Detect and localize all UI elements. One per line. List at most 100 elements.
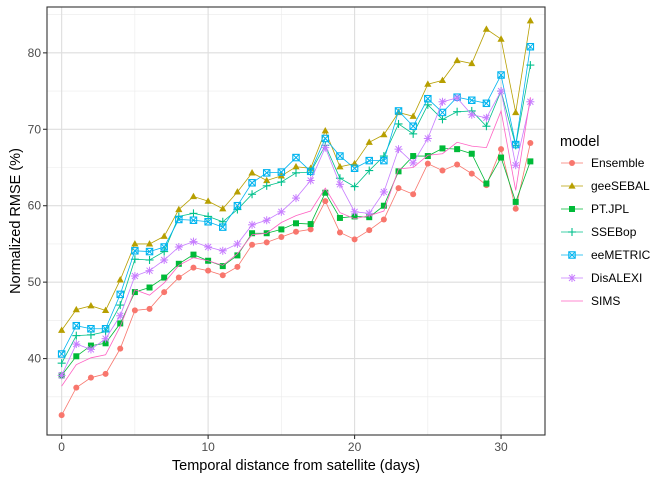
- data-point-disalexi: [174, 242, 183, 251]
- data-point-ensemble: [498, 146, 505, 153]
- data-point-disalexi: [453, 93, 462, 102]
- y-tick-label: 50: [28, 275, 42, 289]
- legend-key-marker: [569, 206, 575, 212]
- legend: model Ensemble geeSEBAL PT.JPL SSEBop eeMETR…: [560, 134, 651, 308]
- data-point-pt-jpl: [322, 189, 329, 196]
- data-point-ensemble: [234, 263, 241, 270]
- data-point-disalexi: [497, 87, 506, 96]
- data-point-ensemble: [146, 305, 153, 312]
- data-point-ssebop: [453, 107, 462, 116]
- data-point-geesebal: [292, 162, 300, 170]
- data-point-disalexi: [72, 340, 81, 349]
- data-point-eemetric: [277, 168, 286, 176]
- data-point-eemetric: [116, 290, 124, 299]
- series-line-pt-jpl: [61, 147, 531, 376]
- data-point-disalexi: [160, 255, 169, 264]
- data-point-ensemble: [439, 167, 446, 174]
- data-point-disalexi: [262, 216, 271, 225]
- data-point-ssebop: [350, 182, 359, 191]
- data-point-ensemble: [424, 160, 431, 167]
- data-point-ssebop: [379, 152, 388, 161]
- data-point-pt-jpl: [439, 145, 446, 152]
- data-point-pt-jpl: [293, 220, 299, 227]
- legend-label: SIMS: [591, 294, 620, 308]
- data-point-disalexi: [233, 239, 242, 248]
- data-point-geesebal: [189, 192, 198, 200]
- data-point-ensemble: [73, 384, 80, 391]
- data-point-geesebal: [526, 16, 534, 24]
- data-point-pt-jpl: [468, 150, 475, 157]
- data-point-disalexi: [511, 161, 520, 170]
- data-point-geesebal: [131, 240, 139, 247]
- data-point-eemetric: [468, 96, 476, 104]
- data-point-eemetric: [160, 243, 168, 251]
- data-point-pt-jpl: [102, 340, 109, 347]
- data-point-disalexi: [189, 237, 198, 246]
- data-point-pt-jpl: [410, 153, 417, 160]
- data-point-eemetric: [204, 218, 212, 226]
- data-point-ssebop: [160, 247, 169, 256]
- data-point-eemetric: [233, 201, 242, 210]
- data-point-eemetric: [145, 247, 154, 256]
- x-tick-label: 0: [58, 440, 65, 454]
- data-point-eemetric: [497, 71, 505, 79]
- data-point-disalexi: [409, 158, 418, 167]
- data-point-eemetric: [262, 169, 271, 177]
- data-point-geesebal: [72, 305, 80, 313]
- data-point-eemetric: [365, 156, 373, 165]
- data-point-ensemble: [249, 241, 256, 248]
- data-point-ensemble: [527, 140, 534, 147]
- legend-item-ssebop: SSEBop: [561, 225, 637, 239]
- data-point-pt-jpl: [351, 213, 358, 220]
- data-point-pt-jpl: [146, 284, 153, 291]
- data-point-pt-jpl: [307, 221, 314, 228]
- data-point-eemetric: [350, 164, 359, 173]
- data-point-ensemble: [87, 374, 94, 381]
- data-point-ssebop: [292, 168, 300, 177]
- data-point-eemetric: [292, 153, 300, 162]
- data-point-ensemble: [117, 345, 124, 352]
- data-point-eemetric: [438, 108, 447, 117]
- legend-key-marker: [568, 228, 576, 236]
- y-tick-label: 60: [28, 199, 42, 213]
- data-point-ensemble: [205, 267, 212, 274]
- data-point-geesebal: [438, 76, 447, 83]
- data-point-disalexi: [467, 110, 476, 119]
- y-tick-label: 70: [28, 122, 42, 136]
- data-point-pt-jpl: [395, 168, 402, 175]
- data-point-ensemble: [468, 170, 475, 177]
- data-point-ensemble: [278, 234, 285, 241]
- data-point-pt-jpl: [161, 274, 168, 281]
- data-point-ssebop: [482, 122, 491, 131]
- data-point-pt-jpl: [498, 154, 505, 161]
- data-point-disalexi: [379, 187, 388, 196]
- data-point-geesebal: [233, 188, 242, 195]
- data-point-ssebop: [365, 166, 374, 175]
- data-point-geesebal: [468, 59, 476, 67]
- legend-label: PT.JPL: [591, 202, 629, 216]
- data-point-ssebop: [145, 255, 154, 264]
- data-point-geesebal: [512, 108, 520, 116]
- data-point-disalexi: [145, 266, 154, 275]
- data-point-eemetric: [526, 42, 535, 51]
- data-point-ensemble: [322, 198, 329, 205]
- data-point-ensemble: [395, 185, 402, 192]
- data-point-disalexi: [321, 143, 330, 152]
- data-point-disalexi: [423, 134, 432, 143]
- data-point-ensemble: [131, 307, 138, 314]
- data-point-pt-jpl: [249, 230, 256, 237]
- data-point-disalexi: [86, 345, 95, 354]
- data-point-geesebal: [424, 80, 432, 87]
- legend-key-marker: [568, 251, 576, 259]
- grid-layer: [47, 7, 545, 435]
- x-axis-label: Temporal distance from satellite (days): [172, 458, 420, 474]
- y-tick-label: 40: [28, 352, 42, 366]
- data-point-ensemble: [175, 274, 182, 281]
- data-point-ensemble: [293, 228, 299, 235]
- data-point-ssebop: [277, 178, 286, 187]
- data-point-geesebal: [497, 35, 505, 42]
- series-layer: [57, 16, 535, 419]
- data-point-ssebop: [262, 181, 271, 190]
- data-point-disalexi: [438, 97, 447, 106]
